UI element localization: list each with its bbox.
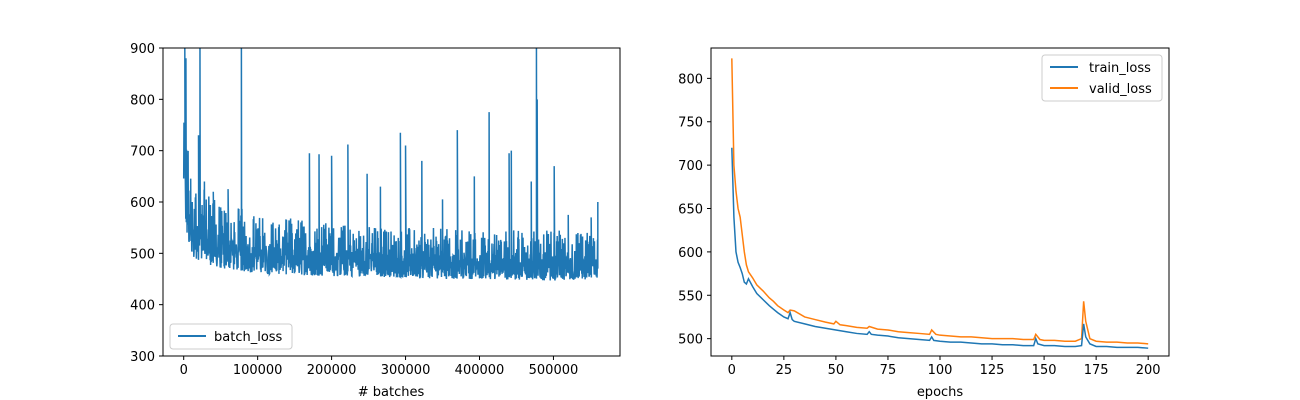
y-tick-label: 700 [130, 145, 155, 160]
x-tick-label: 100 [928, 363, 953, 378]
x-tick-label: 0 [180, 363, 188, 378]
y-tick-label: 800 [130, 93, 155, 108]
batch-loss-legend: batch_loss [169, 323, 293, 350]
x-tick-label: 500000 [529, 363, 579, 378]
valid-loss-legend-label: valid_loss [1089, 82, 1152, 97]
y-tick-label: 500 [130, 247, 155, 262]
series-group [731, 58, 1149, 349]
x-tick-label: 125 [980, 363, 1005, 378]
x-tick-label: 150 [1032, 363, 1057, 378]
batch-loss-x-axis-label: # batches [358, 385, 425, 400]
epoch-loss-x-ticks: 0 25 50 75 100 125 150 175 200 [728, 356, 1161, 378]
valid-loss-line [731, 58, 1149, 345]
epoch-loss-plot-area [731, 58, 1149, 349]
epoch-loss-y-ticks: 500 550 600 650 700 750 800 [678, 72, 711, 348]
batch-loss-y-ticks: 300 400 500 600 700 800 900 [130, 42, 163, 365]
y-tick-label: 400 [130, 299, 155, 314]
y-tick-label: 750 [678, 116, 703, 131]
series-group [182, 48, 599, 281]
batch-loss-chart: 0 100000 200000 300000 400000 500000 300 400 50… [130, 42, 621, 400]
x-tick-label: 50 [828, 363, 845, 378]
y-tick-label: 700 [678, 159, 703, 174]
batch-loss-x-ticks: 0 100000 200000 300000 400000 500000 [180, 356, 579, 378]
x-tick-label: 0 [728, 363, 736, 378]
batch-loss-plot-area [182, 48, 599, 281]
batch-loss-axes-frame [162, 47, 621, 357]
y-tick-label: 600 [678, 246, 703, 261]
batch-loss-legend-box [169, 323, 293, 350]
x-tick-label: 200000 [307, 363, 357, 378]
y-tick-label: 800 [678, 72, 703, 87]
x-tick-label: 25 [776, 363, 793, 378]
x-tick-label: 100000 [233, 363, 283, 378]
x-tick-label: 200 [1136, 363, 1161, 378]
y-tick-label: 650 [678, 203, 703, 218]
epoch-loss-legend: train_loss valid_loss [1041, 54, 1163, 102]
epoch-loss-x-axis-label: epochs [917, 385, 964, 400]
y-tick-label: 300 [130, 350, 155, 365]
x-tick-label: 400000 [455, 363, 505, 378]
y-tick-label: 600 [130, 196, 155, 211]
x-tick-label: 175 [1084, 363, 1109, 378]
x-tick-label: 300000 [381, 363, 431, 378]
train-loss-line [731, 147, 1149, 349]
train-loss-legend-label: train_loss [1089, 61, 1151, 76]
batch-loss-legend-label: batch_loss [214, 330, 283, 345]
y-tick-label: 550 [678, 289, 703, 304]
y-tick-label: 500 [678, 333, 703, 348]
x-tick-label: 75 [880, 363, 897, 378]
y-tick-label: 900 [130, 42, 155, 57]
batch-loss-line [182, 48, 599, 281]
epoch-loss-chart: 0 25 50 75 100 125 150 175 200 500 550 600 650 700 75… [678, 47, 1170, 400]
